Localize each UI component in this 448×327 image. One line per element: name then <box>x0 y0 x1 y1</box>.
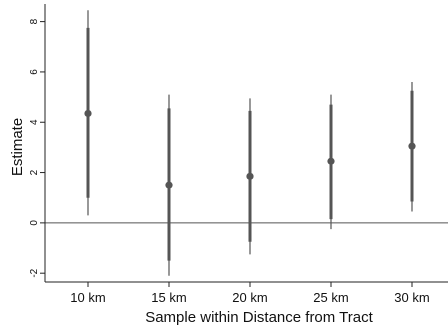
x-tick-label: 25 km <box>313 290 348 305</box>
axes: -2 0 2 4 6 8 10 km 15 km 20 km 25 km 30 km <box>29 4 448 305</box>
x-tick-label: 30 km <box>394 290 429 305</box>
estimate-point <box>246 172 254 180</box>
estimate-point <box>84 109 92 118</box>
y-tick-label: 2 <box>29 169 40 175</box>
y-tick-label: 0 <box>29 220 40 226</box>
x-tick-label: 10 km <box>70 290 105 305</box>
estimate-point <box>327 157 335 165</box>
y-tick-label: 4 <box>29 119 40 125</box>
plot-area <box>45 10 448 276</box>
y-axis-title: Estimate <box>9 118 26 176</box>
x-axis-title: Sample within Distance from Tract <box>145 309 373 326</box>
estimate-point <box>408 142 416 150</box>
x-tick-label: 15 km <box>151 290 186 305</box>
y-tick-label: 8 <box>29 18 40 24</box>
x-tick-label: 20 km <box>232 290 267 305</box>
estimate-point <box>165 181 173 189</box>
y-tick-label: -2 <box>29 268 40 277</box>
y-tick-label: 6 <box>29 69 40 75</box>
